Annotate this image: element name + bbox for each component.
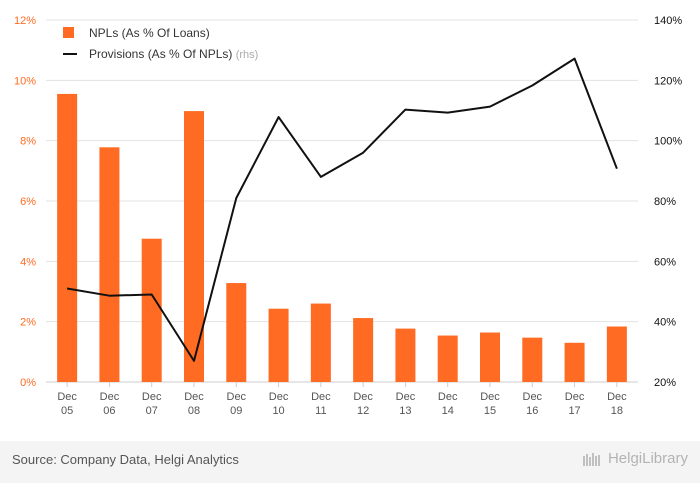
- npl-bar: [184, 111, 204, 382]
- y-right-tick-label: 40%: [654, 317, 676, 329]
- npl-bar: [141, 238, 162, 382]
- npl-bar: [310, 303, 331, 382]
- npl-bar: [564, 342, 585, 382]
- x-tick-label: Dec 16: [523, 391, 543, 417]
- y-right-tick-label: 80%: [654, 196, 676, 208]
- y-left-tick-label: 12%: [14, 15, 36, 27]
- y-left-tick-label: 10%: [14, 75, 36, 87]
- y-left-tick-label: 0%: [20, 377, 36, 389]
- npl-bar: [437, 335, 458, 382]
- npl-bar: [99, 147, 120, 382]
- y-right-tick-label: 140%: [654, 15, 682, 27]
- legend-label-provisions: Provisions (As % Of NPLs) (rhs): [89, 47, 258, 61]
- x-tick-label: Dec 14: [438, 391, 458, 417]
- source-note: Source: Company Data, Helgi Analytics: [12, 452, 239, 467]
- x-tick-label: Dec 18: [607, 391, 627, 417]
- npl-bar: [226, 283, 247, 382]
- x-tick-label: Dec 10: [269, 391, 289, 417]
- x-tick-label: Dec 09: [227, 391, 247, 417]
- npl-bar: [353, 318, 374, 382]
- npl-bar: [57, 93, 78, 383]
- logo-text: HelgiLibrary: [607, 450, 688, 467]
- x-tick-label: Dec 06: [100, 391, 120, 417]
- npl-bar: [268, 308, 289, 382]
- npl-bar: [480, 332, 500, 382]
- helgi-library-logo: HelgiLibrary: [582, 450, 688, 467]
- npl-bar: [522, 337, 543, 382]
- x-tick-label: Dec 15: [480, 391, 500, 417]
- provisions-line: [66, 57, 618, 362]
- x-tick-label: Dec 07: [142, 391, 162, 417]
- y-left-tick-label: 4%: [20, 256, 36, 268]
- x-tick-label: Dec 17: [565, 391, 585, 417]
- y-right-tick-label: 60%: [654, 256, 676, 268]
- x-tick-label: Dec 05: [57, 391, 77, 417]
- legend-label-npl: NPLs (As % Of Loans): [89, 26, 210, 40]
- npl-bar: [606, 326, 627, 382]
- y-right-tick-label: 120%: [654, 75, 682, 87]
- legend-swatch-npl: [63, 27, 74, 38]
- x-tick-label: Dec 13: [396, 391, 416, 417]
- y-left-tick-label: 6%: [20, 196, 36, 208]
- y-left-tick-label: 8%: [20, 136, 36, 148]
- library-icon: [582, 452, 600, 466]
- x-tick-label: Dec 12: [353, 391, 373, 417]
- y-right-tick-label: 100%: [654, 136, 682, 148]
- y-right-tick-label: 20%: [654, 377, 676, 389]
- npl-bar: [395, 328, 416, 382]
- chart: 0% 2% 4% 6% 8% 10% 12% 20% 40% 60% 80% 100% 120% 140%…: [14, 15, 682, 417]
- x-tick-label: Dec 11: [311, 391, 331, 417]
- x-tick-label: Dec 08: [184, 391, 204, 417]
- y-left-tick-label: 2%: [20, 317, 36, 329]
